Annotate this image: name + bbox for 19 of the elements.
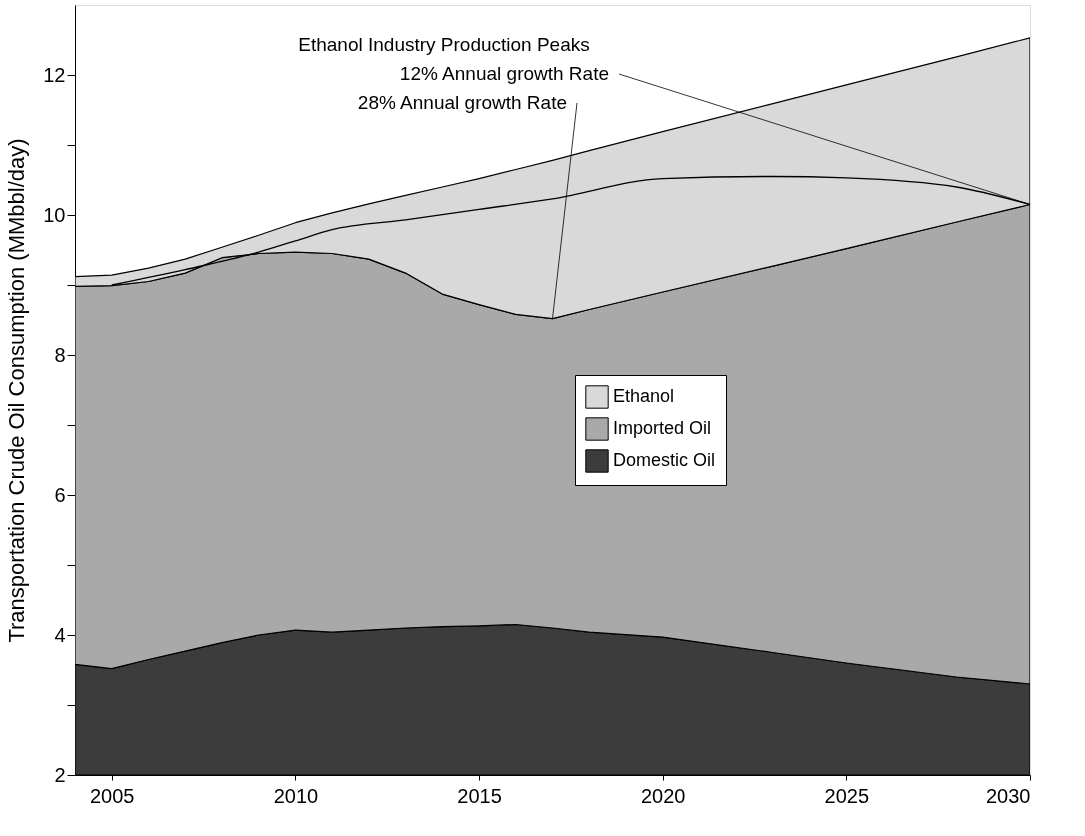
- y-tick-label: 12: [43, 63, 66, 86]
- y-tick-label: 2: [54, 763, 66, 786]
- y-tick-label: 4: [54, 623, 66, 646]
- x-tick-label: 2010: [273, 784, 319, 807]
- y-tick-label: 10: [43, 203, 66, 226]
- x-tick-label: 2030: [986, 784, 1031, 807]
- annotation: 12% Annual growth Rate: [399, 63, 609, 84]
- annotation: 28% Annual growth Rate: [357, 92, 567, 113]
- x-tick-label: 2020: [640, 784, 686, 807]
- x-tick-label: 2015: [457, 784, 502, 807]
- annotation: Ethanol Industry Production Peaks: [298, 34, 590, 55]
- x-tick-label: 2005: [89, 784, 135, 807]
- y-tick-label: 6: [54, 483, 66, 506]
- x-tick-label: 2025: [824, 784, 870, 807]
- legend-label: Domestic Oil: [613, 450, 716, 470]
- y-tick-label: 8: [54, 343, 66, 366]
- legend-label: Ethanol: [613, 386, 675, 406]
- legend-label: Imported Oil: [613, 418, 712, 438]
- y-axis-title: Transportation Crude Oil Consumption (MMbbl/day): [4, 138, 30, 643]
